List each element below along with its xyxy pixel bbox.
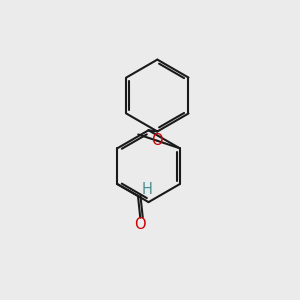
Text: H: H <box>141 182 152 197</box>
Text: O: O <box>134 217 146 232</box>
Text: O: O <box>152 133 163 148</box>
